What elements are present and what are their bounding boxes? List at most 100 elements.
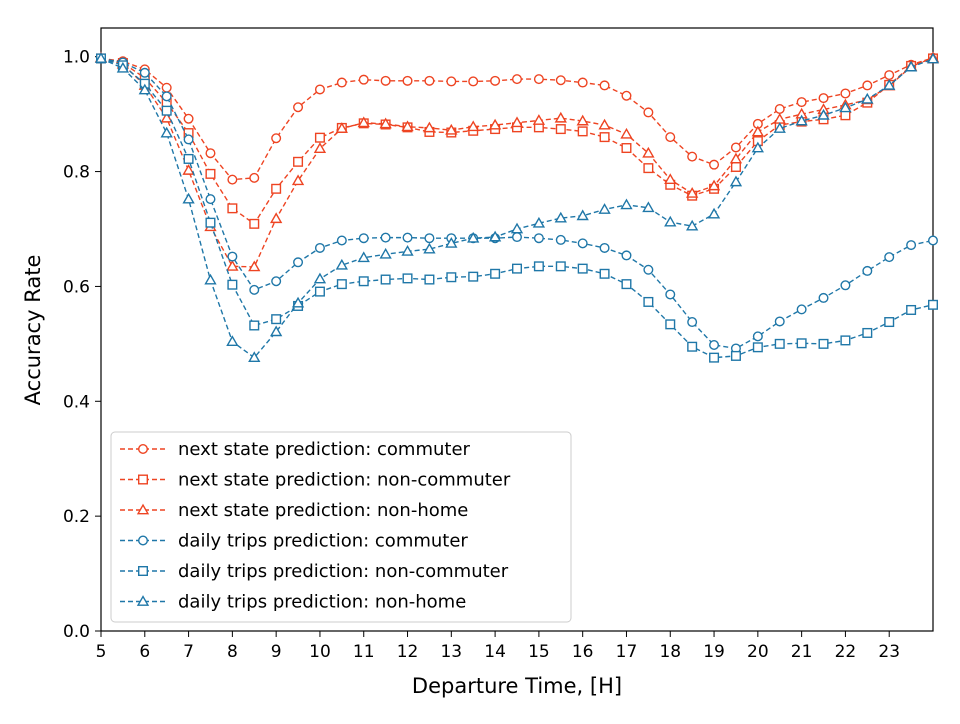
legend-item: daily trips prediction: non-home bbox=[120, 592, 466, 613]
data-point bbox=[488, 230, 502, 242]
data-point bbox=[686, 219, 699, 231]
data-point bbox=[533, 233, 544, 244]
plot-frame bbox=[100, 27, 934, 632]
x-tick-label: 18 bbox=[659, 642, 681, 662]
legend-marker bbox=[137, 566, 148, 577]
data-point bbox=[751, 141, 764, 153]
data-point bbox=[249, 218, 260, 229]
data-point bbox=[577, 238, 588, 249]
legend-marker bbox=[136, 595, 150, 606]
data-point bbox=[314, 84, 325, 95]
data-point bbox=[510, 116, 524, 128]
x-tick-label: 22 bbox=[835, 642, 857, 662]
data-point bbox=[709, 159, 720, 170]
data-point bbox=[818, 292, 829, 303]
series-5 bbox=[95, 53, 939, 363]
data-point bbox=[884, 70, 895, 81]
data-point bbox=[598, 203, 611, 214]
data-point bbox=[335, 258, 348, 270]
data-point bbox=[379, 247, 392, 259]
data-point bbox=[532, 114, 546, 125]
legend-label: daily trips prediction: non-commuter bbox=[178, 561, 509, 582]
data-point bbox=[554, 211, 567, 223]
data-point bbox=[227, 279, 238, 290]
data-point bbox=[774, 338, 785, 349]
data-point bbox=[862, 327, 873, 338]
data-point bbox=[293, 257, 304, 268]
data-point bbox=[271, 133, 282, 144]
data-point bbox=[423, 242, 436, 254]
data-point bbox=[138, 83, 151, 95]
data-point bbox=[401, 245, 414, 256]
data-point bbox=[796, 304, 807, 315]
data-point bbox=[402, 232, 413, 243]
series-line bbox=[100, 57, 934, 181]
data-point bbox=[664, 173, 677, 185]
data-point bbox=[446, 76, 457, 87]
data-point bbox=[730, 161, 741, 172]
data-point bbox=[512, 232, 523, 243]
data-point bbox=[687, 151, 698, 162]
data-point bbox=[709, 352, 720, 363]
legend-box bbox=[110, 431, 572, 623]
data-point bbox=[730, 350, 741, 361]
data-point bbox=[599, 268, 610, 279]
legend-item: daily trips prediction: non-commuter bbox=[120, 561, 509, 582]
y-tick-label: 0.4 bbox=[63, 392, 90, 412]
data-point bbox=[314, 286, 325, 297]
legend-item: next state prediction: non-home bbox=[120, 500, 468, 521]
data-point bbox=[576, 114, 589, 126]
data-point bbox=[928, 299, 939, 310]
x-tick-label: 16 bbox=[572, 642, 594, 662]
data-point bbox=[357, 116, 370, 128]
data-point bbox=[643, 107, 654, 118]
data-point bbox=[642, 201, 655, 213]
data-point bbox=[205, 217, 216, 228]
data-point bbox=[313, 142, 327, 154]
data-point bbox=[248, 260, 261, 272]
data-point bbox=[555, 234, 566, 245]
x-tick-label: 9 bbox=[271, 642, 282, 662]
data-point bbox=[490, 75, 501, 86]
x-tick-label: 15 bbox=[528, 642, 550, 662]
legend-label: daily trips prediction: non-home bbox=[178, 592, 466, 613]
data-point bbox=[621, 90, 632, 101]
data-point bbox=[687, 317, 698, 328]
data-point bbox=[577, 126, 588, 137]
data-point bbox=[709, 340, 720, 351]
data-point bbox=[906, 240, 917, 251]
data-point bbox=[467, 231, 480, 243]
data-point bbox=[883, 79, 896, 90]
data-point bbox=[840, 110, 851, 121]
data-point bbox=[293, 102, 304, 113]
data-point bbox=[512, 263, 523, 274]
data-point bbox=[380, 232, 391, 243]
data-point bbox=[139, 67, 150, 78]
data-point bbox=[621, 250, 632, 261]
legend-marker bbox=[136, 503, 150, 515]
legend-label: next state prediction: non-home bbox=[178, 500, 468, 521]
data-point bbox=[774, 316, 785, 327]
data-point bbox=[729, 175, 743, 187]
data-point bbox=[445, 123, 458, 135]
data-point bbox=[227, 251, 238, 262]
data-point bbox=[183, 113, 194, 124]
y-axis-ticks: 0.0 0.2 0.4 0.6 0.8 1.0 bbox=[63, 48, 101, 642]
y-tick-label: 0.0 bbox=[63, 622, 90, 642]
data-point bbox=[773, 122, 786, 133]
x-tick-label: 7 bbox=[183, 642, 194, 662]
legend-label: next state prediction: non-commuter bbox=[178, 470, 511, 491]
legend-item: daily trips prediction: commuter bbox=[120, 531, 468, 552]
data-point bbox=[488, 118, 502, 130]
data-point bbox=[665, 319, 676, 330]
data-point bbox=[884, 317, 895, 328]
data-point bbox=[161, 105, 172, 116]
y-tick-label: 0.6 bbox=[63, 277, 90, 297]
data-point bbox=[357, 251, 370, 263]
data-point bbox=[94, 52, 108, 63]
data-point bbox=[796, 338, 807, 349]
legend-label: next state prediction: commuter bbox=[178, 439, 471, 460]
data-point bbox=[183, 134, 194, 145]
